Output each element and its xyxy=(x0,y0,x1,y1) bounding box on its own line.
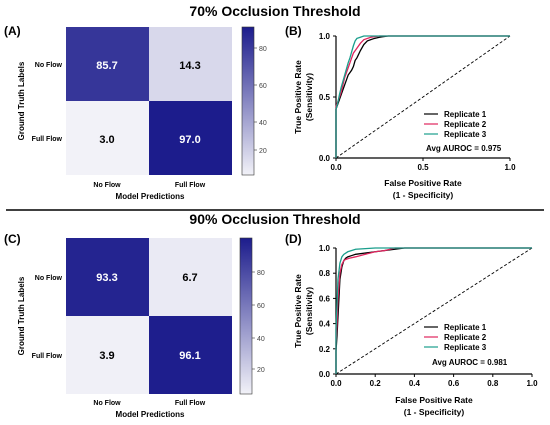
avg-auroc: Avg AUROC = 0.975 xyxy=(426,144,502,153)
colorbar-tick: 40 xyxy=(257,336,265,343)
chance-line xyxy=(335,35,511,159)
cm-cell xyxy=(66,27,149,101)
cm-cell-value: 3.9 xyxy=(99,350,114,362)
cm-cell-value: 93.3 xyxy=(96,272,117,284)
legend-entry: Replicate 3 xyxy=(444,130,487,139)
x-tick: 0.0 xyxy=(330,379,342,388)
y-tick: 1.0 xyxy=(319,244,331,253)
cm-col-label: No Flow xyxy=(93,400,121,407)
legend: Replicate 1 Replicate 2 Replicate 3 xyxy=(424,323,487,352)
roc-chart-b: 0.0 0.5 1.0 0.0 0.5 1.0 True Positive Ra… xyxy=(293,32,516,200)
x-tick: 0.2 xyxy=(370,379,382,388)
roc-xlabel-sub: (1 - Specificity) xyxy=(393,190,454,200)
roc-curve-replicate-1 xyxy=(335,35,510,158)
cm-cell-value: 6.7 xyxy=(182,272,197,284)
x-tick: 0.4 xyxy=(409,379,421,388)
panel-label-d: (D) xyxy=(285,232,302,246)
x-tick: 1.0 xyxy=(504,163,516,172)
x-tick: 0.8 xyxy=(487,379,499,388)
section-title-90: 90% Occlusion Threshold xyxy=(189,211,360,227)
roc-ylabel-sub: (Sensitivity) xyxy=(304,73,314,121)
cm-xlabel: Model Predictions xyxy=(116,410,185,419)
cm-cell-value: 85.7 xyxy=(96,60,117,72)
panel-label-b: (B) xyxy=(285,24,302,38)
chance-line xyxy=(335,247,533,375)
cm-cell-value: 14.3 xyxy=(179,60,200,72)
roc-xlabel-sub: (1 - Specificity) xyxy=(404,407,465,417)
cm-cell xyxy=(149,101,232,175)
colorbar xyxy=(239,237,253,395)
cm-cell-value: 97.0 xyxy=(179,134,200,146)
roc-curve-replicate-3 xyxy=(335,35,510,158)
legend-entry: Replicate 2 xyxy=(444,120,487,129)
confusion-matrix-c: 93.3 6.7 3.9 96.1 No Flow Full Flow No F… xyxy=(17,238,232,419)
roc-ylabel-sub: (Sensitivity) xyxy=(304,287,314,335)
cm-row-label: Full Flow xyxy=(32,353,63,360)
confusion-matrix-a: 85.7 14.3 3.0 97.0 No Flow Full Flow No … xyxy=(17,27,232,201)
y-tick: 0.0 xyxy=(319,370,331,379)
cm-cell xyxy=(66,316,149,394)
roc-curve-replicate-3 xyxy=(335,247,532,374)
colorbar-tick: 80 xyxy=(259,46,267,53)
cm-ylabel: Ground Truth Labels xyxy=(17,61,26,140)
y-tick: 0.8 xyxy=(319,269,331,278)
cm-col-label: Full Flow xyxy=(175,400,206,407)
legend-entry: Replicate 1 xyxy=(444,110,487,119)
cm-row-label: Full Flow xyxy=(32,136,63,143)
panel-label-c: (C) xyxy=(4,232,21,246)
roc-chart-d: 0.0 0.2 0.4 0.6 0.8 1.0 0.0 0.2 0.4 0.6 … xyxy=(293,244,538,417)
roc-xlabel: False Positive Rate xyxy=(395,395,473,405)
cm-xlabel: Model Predictions xyxy=(116,192,185,201)
colorbar-tick: 60 xyxy=(257,303,265,310)
cm-col-label: No Flow xyxy=(93,182,121,189)
roc-ylabel: True Positive Rate xyxy=(293,274,303,348)
cm-row-label: No Flow xyxy=(35,62,63,69)
colorbar-c: 80 60 40 20 xyxy=(239,237,265,395)
panel-label-a: (A) xyxy=(4,24,21,38)
colorbar-tick: 80 xyxy=(257,270,265,277)
avg-auroc: Avg AUROC = 0.981 xyxy=(432,358,508,367)
y-tick: 0.5 xyxy=(319,93,331,102)
cm-cell xyxy=(149,238,232,316)
roc-xlabel: False Positive Rate xyxy=(384,178,462,188)
colorbar-tick: 20 xyxy=(259,148,267,155)
y-tick: 0.2 xyxy=(319,345,331,354)
legend-entry: Replicate 2 xyxy=(444,333,487,342)
colorbar-tick: 60 xyxy=(259,83,267,90)
cm-cell-value: 96.1 xyxy=(179,350,200,362)
x-tick: 0.5 xyxy=(417,163,429,172)
cm-cell-value: 3.0 xyxy=(99,134,114,146)
x-tick: 0.0 xyxy=(330,163,342,172)
cm-col-label: Full Flow xyxy=(175,182,206,189)
legend-entry: Replicate 1 xyxy=(444,323,487,332)
y-tick: 1.0 xyxy=(319,32,331,41)
y-tick: 0.4 xyxy=(319,320,331,329)
cm-cell xyxy=(149,316,232,394)
colorbar-tick: 20 xyxy=(257,367,265,374)
cm-cell xyxy=(66,238,149,316)
section-title-70: 70% Occlusion Threshold xyxy=(189,3,360,19)
roc-curve-replicate-2 xyxy=(335,247,532,374)
x-tick: 0.6 xyxy=(448,379,460,388)
colorbar xyxy=(241,26,255,176)
legend-entry: Replicate 3 xyxy=(444,343,487,352)
cm-cell xyxy=(66,101,149,175)
roc-ylabel: True Positive Rate xyxy=(293,60,303,134)
y-tick: 0.0 xyxy=(319,154,331,163)
y-tick: 0.6 xyxy=(319,294,331,303)
cm-row-label: No Flow xyxy=(35,275,63,282)
cm-ylabel: Ground Truth Labels xyxy=(17,276,26,355)
colorbar-a: 80 60 40 20 xyxy=(241,26,267,176)
legend: Replicate 1 Replicate 2 Replicate 3 xyxy=(424,110,487,139)
colorbar-tick: 40 xyxy=(259,120,267,127)
cm-cell xyxy=(149,27,232,101)
x-tick: 1.0 xyxy=(526,379,538,388)
